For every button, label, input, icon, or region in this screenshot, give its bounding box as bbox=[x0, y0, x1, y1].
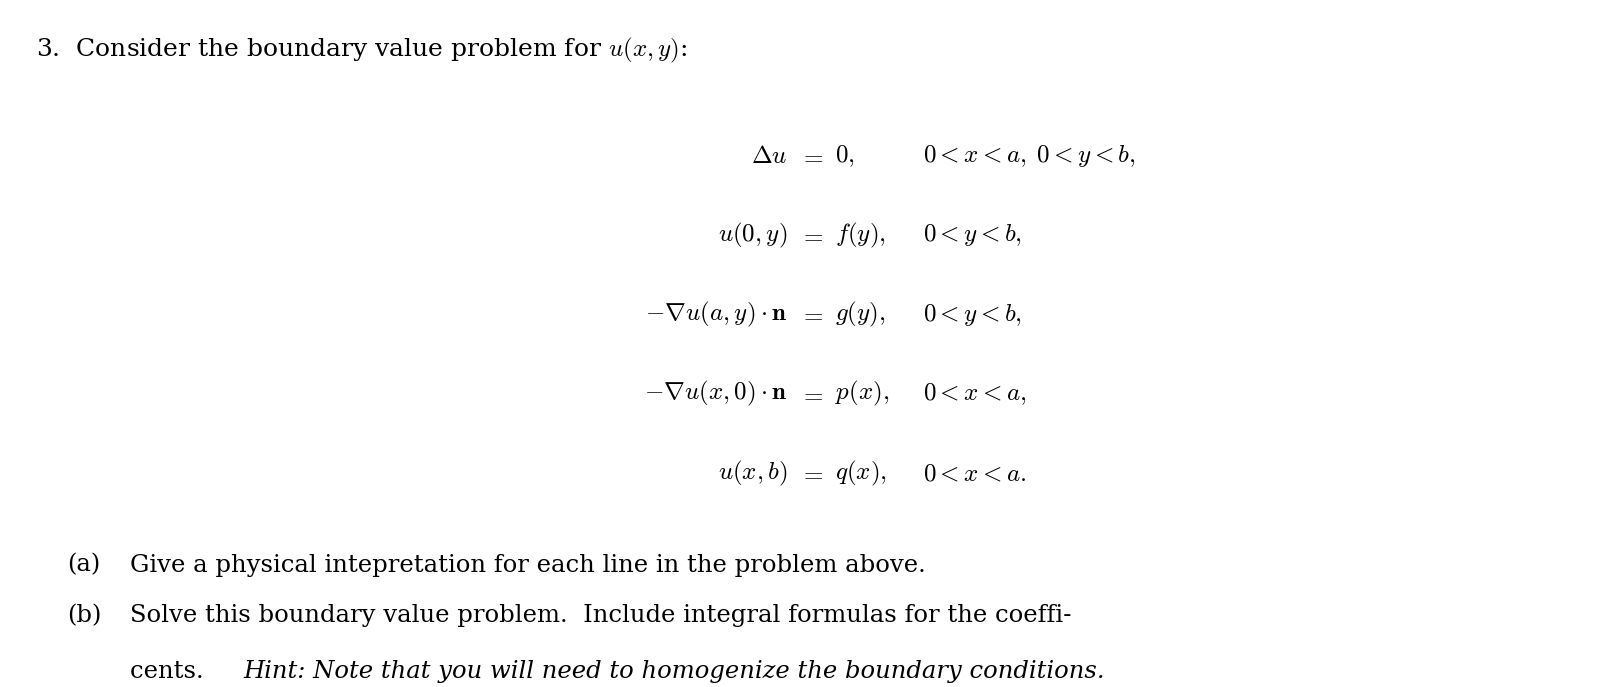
Text: $u(0, y)$: $u(0, y)$ bbox=[718, 221, 787, 250]
Text: Hint: Note that you will need to homogenize the boundary conditions.: Hint: Note that you will need to homogen… bbox=[244, 660, 1106, 683]
Text: $=$: $=$ bbox=[799, 302, 824, 326]
Text: $=$: $=$ bbox=[799, 382, 824, 406]
Text: $0 < y < b,$: $0 < y < b,$ bbox=[922, 302, 1022, 328]
Text: $p(x),$: $p(x),$ bbox=[836, 379, 890, 408]
Text: (b): (b) bbox=[67, 605, 101, 627]
Text: $=$: $=$ bbox=[799, 144, 824, 168]
Text: $-\nabla u(x, 0) \cdot \mathbf{n}$: $-\nabla u(x, 0) \cdot \mathbf{n}$ bbox=[644, 379, 787, 408]
Text: $f(y),$: $f(y),$ bbox=[836, 221, 887, 250]
Text: $0 < y < b,$: $0 < y < b,$ bbox=[922, 223, 1022, 248]
Text: $=$: $=$ bbox=[799, 461, 824, 485]
Text: $0 < x < a,$: $0 < x < a,$ bbox=[922, 381, 1027, 407]
Text: $0,$: $0,$ bbox=[836, 143, 855, 169]
Text: $0 < x < a.$: $0 < x < a.$ bbox=[922, 461, 1027, 485]
Text: (a): (a) bbox=[67, 554, 101, 576]
Text: $=$: $=$ bbox=[799, 223, 824, 247]
Text: Solve this boundary value problem.  Include integral formulas for the coeffi-: Solve this boundary value problem. Inclu… bbox=[130, 605, 1072, 627]
Text: cents.: cents. bbox=[130, 660, 219, 683]
Text: $g(y),$: $g(y),$ bbox=[836, 300, 885, 329]
Text: $-\nabla u(a, y) \cdot \mathbf{n}$: $-\nabla u(a, y) \cdot \mathbf{n}$ bbox=[646, 300, 787, 329]
Text: $0 < x < a, \; 0 < y < b,$: $0 < x < a, \; 0 < y < b,$ bbox=[922, 143, 1136, 169]
Text: $\Delta u$: $\Delta u$ bbox=[750, 144, 787, 168]
Text: $u(x, b)$: $u(x, b)$ bbox=[718, 458, 787, 488]
Text: $q(x),$: $q(x),$ bbox=[836, 458, 887, 488]
Text: 3.  Consider the boundary value problem for $u(x, y)$:: 3. Consider the boundary value problem f… bbox=[35, 36, 688, 65]
Text: Give a physical intepretation for each line in the problem above.: Give a physical intepretation for each l… bbox=[130, 554, 926, 576]
